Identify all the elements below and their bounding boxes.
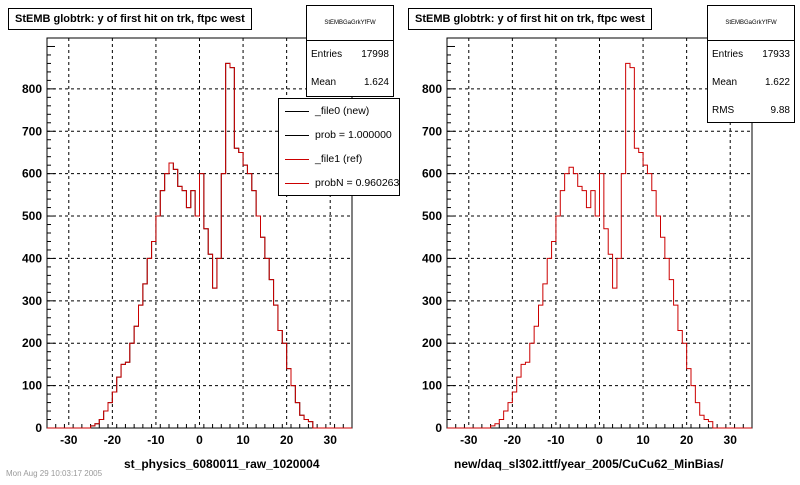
left-y-tick-label: 200: [22, 336, 42, 350]
left-y-tick-label: 800: [22, 82, 42, 96]
right-x-tick-label: 10: [636, 433, 650, 447]
left-legend: _file0 (new) prob = 1.000000 _file1 (ref…: [278, 98, 400, 196]
right-y-tick-label: 300: [422, 294, 442, 308]
right-series-0-line: [447, 62, 752, 429]
right-stats-mean-row: Mean 1.622: [708, 69, 794, 97]
left-stats-mean-label: Mean: [311, 77, 337, 88]
right-histogram-svg: -30 -20 -10 0 10 20 30010020030040050060070080…: [422, 37, 753, 447]
left-stats-entries-row: Entries 17998: [307, 41, 393, 69]
legend-entry-file1: _file1 (ref): [279, 147, 399, 171]
left-x-tick-label: -30: [60, 433, 78, 447]
left-chart-title: StEMB globtrk: y of first hit on trk, ft…: [8, 8, 252, 30]
right-stats-mean-label: Mean: [712, 77, 738, 88]
right-stats-entries-row: Entries 17933: [708, 41, 794, 69]
left-y-tick-label: 100: [22, 379, 42, 393]
right-stats-mean-value: 1.622: [764, 77, 790, 88]
right-stats-entries-value: 17933: [762, 49, 790, 60]
right-y-tick-label: 500: [422, 209, 442, 223]
right-stats-rms-label: RMS: [712, 105, 735, 116]
right-y-tick-label: 700: [422, 124, 442, 138]
left-y-tick-label: 300: [22, 294, 42, 308]
legend-entry-probn: probN = 0.960263: [279, 171, 399, 195]
right-y-tick-label: 800: [422, 82, 442, 96]
left-y-tick-label: 500: [22, 209, 42, 223]
right-x-axis-label: new/daq_sl302.ittf/year_2005/CuCu62_MinB…: [454, 457, 724, 471]
legend-label-prob: prob = 1.000000: [315, 129, 392, 141]
right-stats-rms-value: 9.88: [770, 105, 790, 116]
left-plot-panel: -30 -20 -10 0 10 20 30 0 100 200 300 400 500 600 700 80…: [0, 0, 400, 480]
legend-label-probn: probN = 0.960263: [315, 177, 400, 189]
left-stats-entries-label: Entries: [311, 49, 343, 60]
left-stats-mean-row: Mean 1.624: [307, 69, 393, 97]
right-stats-rms-row: RMS 9.88: [708, 97, 794, 125]
right-x-tick-label: 0: [596, 433, 603, 447]
left-x-tick-label: -20: [104, 433, 122, 447]
legend-swatch-file1: [285, 159, 309, 160]
right-chart-title: StEMB globtrk: y of first hit on trk, ft…: [408, 8, 652, 30]
left-x-tick-label: 20: [280, 433, 294, 447]
left-x-tick-label: 10: [236, 433, 250, 447]
right-y-tick-label: 200: [422, 336, 442, 350]
right-stats-header: StEMBGaGrkYfFW: [708, 6, 794, 41]
left-x-tick-label: 30: [324, 433, 338, 447]
legend-entry-prob: prob = 1.000000: [279, 123, 399, 147]
left-x-tick-label: -10: [147, 433, 165, 447]
legend-label-file0: _file0 (new): [315, 105, 370, 117]
right-y-tick-label: 0: [435, 421, 442, 435]
left-stats-box: StEMBGaGrkYfFW Entries 17998 Mean 1.624: [306, 5, 394, 97]
left-x-tick-label: 0: [196, 433, 203, 447]
right-x-tick-label: -20: [504, 433, 522, 447]
left-y-tick-label: 700: [22, 124, 42, 138]
left-y-tick-label: 400: [22, 251, 42, 265]
right-stats-box: StEMBGaGrkYfFW Entries 17933 Mean 1.622 …: [707, 5, 795, 123]
left-y-tick-label: 0: [35, 421, 42, 435]
right-x-tick-label: -30: [460, 433, 478, 447]
left-stats-entries-value: 17998: [361, 49, 389, 60]
right-y-tick-label: 600: [422, 167, 442, 181]
left-y-tick-label: 600: [22, 167, 42, 181]
left-x-axis-label: st_physics_6080011_raw_1020004: [124, 457, 320, 471]
left-stats-mean-value: 1.624: [363, 77, 389, 88]
right-y-tick-label: 400: [422, 251, 442, 265]
left-stats-header: StEMBGaGrkYfFW: [307, 6, 393, 41]
right-y-tick-label: 100: [422, 379, 442, 393]
left-series-1-line: [47, 62, 352, 429]
right-x-tick-label: -10: [547, 433, 565, 447]
legend-label-file1: _file1 (ref): [315, 153, 363, 165]
right-plot-panel: -30 -20 -10 0 10 20 30 0 100 200 300 400 500 600 700 80…: [400, 0, 800, 480]
footer-timestamp: Mon Aug 29 10:03:17 2005: [6, 469, 103, 478]
legend-swatch-file0: [285, 111, 309, 112]
legend-entry-file0: _file0 (new): [279, 99, 399, 123]
legend-swatch-probn: [285, 183, 309, 184]
right-x-tick-label: 30: [724, 433, 738, 447]
right-x-tick-label: 20: [680, 433, 694, 447]
legend-swatch-prob: [285, 135, 309, 136]
right-stats-entries-label: Entries: [712, 49, 744, 60]
